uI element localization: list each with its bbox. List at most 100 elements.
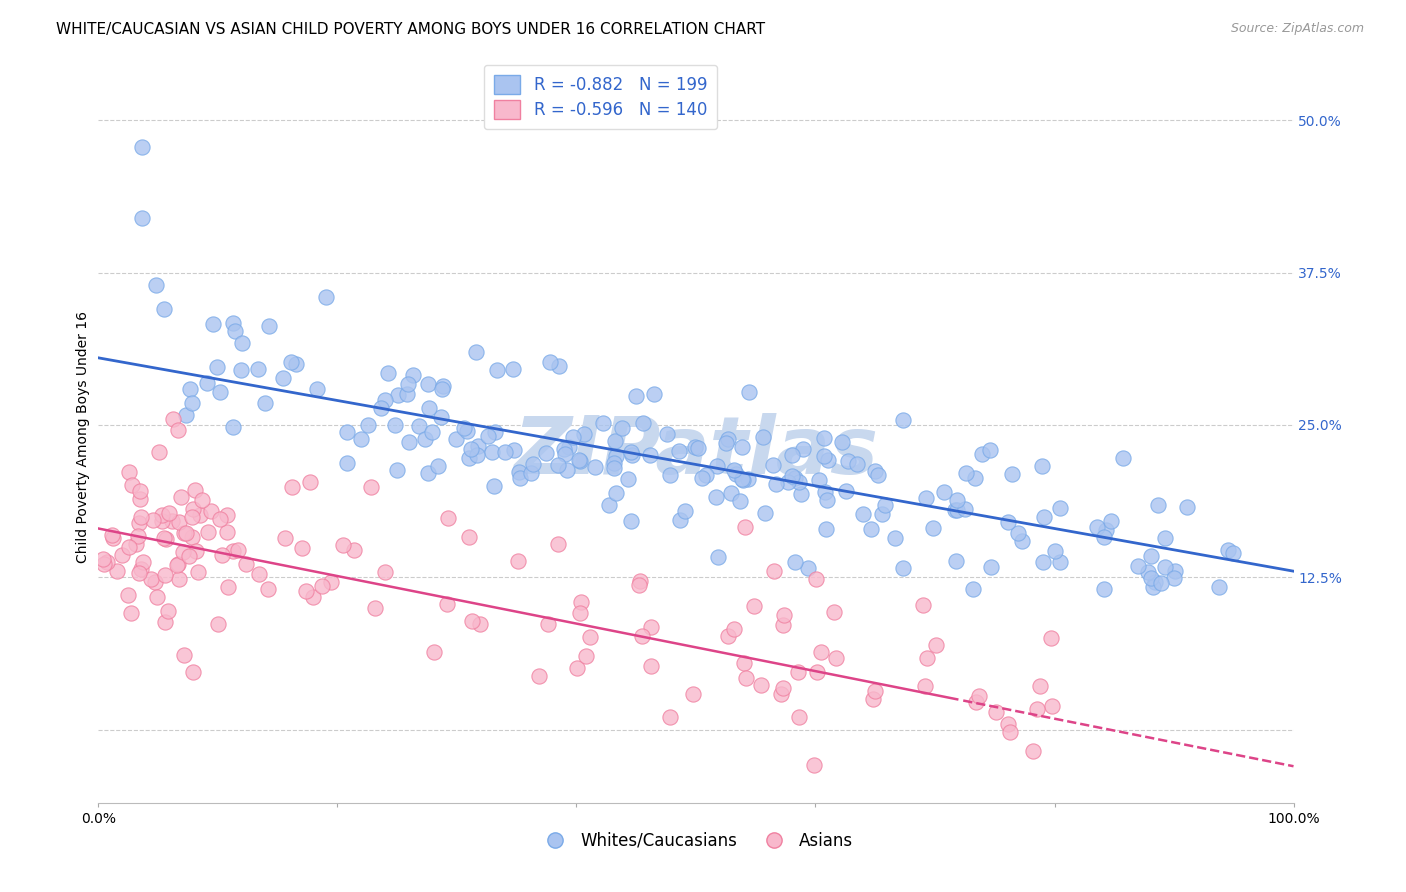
Point xyxy=(1011,534,1033,549)
Point xyxy=(181,665,204,679)
Point xyxy=(142,513,165,527)
Point xyxy=(554,447,576,461)
Point xyxy=(865,683,887,698)
Point xyxy=(162,412,184,426)
Point xyxy=(592,417,614,431)
Point xyxy=(246,361,269,376)
Point xyxy=(1049,501,1071,516)
Point xyxy=(467,439,489,453)
Point xyxy=(139,572,162,586)
Point xyxy=(1147,499,1170,513)
Point xyxy=(173,525,195,540)
Point xyxy=(430,409,453,424)
Point xyxy=(1031,458,1053,473)
Point xyxy=(620,514,643,528)
Point xyxy=(208,512,231,526)
Point xyxy=(979,442,1001,457)
Point xyxy=(436,597,458,611)
Point xyxy=(967,689,990,703)
Point xyxy=(319,575,342,590)
Point xyxy=(561,430,583,444)
Point xyxy=(568,453,591,467)
Point xyxy=(572,427,595,442)
Point xyxy=(668,443,690,458)
Point xyxy=(299,475,322,489)
Point xyxy=(1029,679,1052,693)
Point xyxy=(863,464,886,478)
Point xyxy=(222,420,245,434)
Point xyxy=(783,471,806,485)
Point xyxy=(1126,559,1149,574)
Point xyxy=(738,385,761,400)
Point xyxy=(111,549,134,563)
Point xyxy=(1043,544,1066,558)
Point xyxy=(315,290,337,304)
Point xyxy=(221,316,243,330)
Point xyxy=(253,395,276,409)
Point xyxy=(413,432,436,446)
Point xyxy=(91,552,114,566)
Point xyxy=(970,447,993,461)
Point xyxy=(357,418,380,433)
Point xyxy=(197,525,219,540)
Point xyxy=(179,382,201,396)
Point xyxy=(1216,543,1239,558)
Point xyxy=(481,445,503,459)
Point xyxy=(742,599,765,613)
Point xyxy=(628,574,651,588)
Point xyxy=(427,458,450,473)
Point xyxy=(181,530,204,544)
Point xyxy=(706,459,728,474)
Point xyxy=(217,524,239,539)
Point xyxy=(307,382,329,396)
Point xyxy=(418,376,440,391)
Point xyxy=(155,533,177,547)
Point xyxy=(707,549,730,564)
Point xyxy=(714,435,737,450)
Point xyxy=(723,463,745,477)
Point xyxy=(583,460,606,475)
Point xyxy=(571,595,593,609)
Point xyxy=(752,430,775,444)
Point xyxy=(195,376,218,390)
Point xyxy=(224,324,246,338)
Point xyxy=(538,355,561,369)
Point xyxy=(396,376,419,391)
Point xyxy=(692,470,714,484)
Point xyxy=(602,456,624,470)
Point xyxy=(332,538,354,552)
Point xyxy=(765,477,787,491)
Point xyxy=(787,665,810,680)
Point xyxy=(883,531,905,545)
Point xyxy=(785,555,807,569)
Point xyxy=(810,645,832,659)
Point xyxy=(610,420,633,434)
Point xyxy=(167,557,190,571)
Point xyxy=(157,506,180,520)
Point xyxy=(813,484,835,499)
Point xyxy=(733,656,755,670)
Point xyxy=(643,387,665,401)
Point xyxy=(228,543,250,558)
Point xyxy=(834,483,856,498)
Point xyxy=(96,555,118,569)
Point xyxy=(734,520,756,534)
Point xyxy=(477,429,499,443)
Point xyxy=(875,498,897,512)
Point xyxy=(201,317,224,331)
Point xyxy=(815,493,838,508)
Point xyxy=(132,555,155,569)
Point xyxy=(598,498,620,512)
Point xyxy=(620,444,643,458)
Point xyxy=(485,363,508,377)
Point xyxy=(231,335,253,350)
Point xyxy=(173,648,195,662)
Point xyxy=(146,590,169,604)
Point xyxy=(792,442,814,456)
Point xyxy=(461,614,484,628)
Point xyxy=(717,433,740,447)
Point xyxy=(1032,555,1054,569)
Point xyxy=(217,581,239,595)
Point xyxy=(336,425,359,439)
Point xyxy=(866,468,889,483)
